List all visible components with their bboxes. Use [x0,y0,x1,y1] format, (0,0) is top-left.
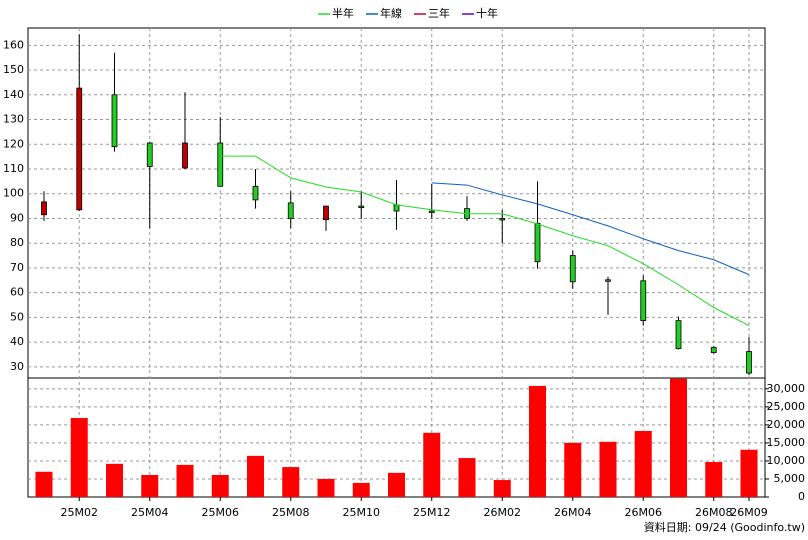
volume-bar [705,462,723,497]
footer: 資料日期: 09/24 (Goodinfo.tw) [644,520,805,534]
candle-body [534,223,541,263]
y2-tick-label: 0 [798,490,805,503]
volume-bar [388,472,405,497]
y-tick-label: 70 [10,261,24,274]
volume-bar [106,463,123,497]
x-tick-label: 26M02 [484,506,522,519]
volume-bar [599,441,617,497]
plot-frame [27,27,766,498]
x-tick-label: 25M04 [131,506,169,519]
y2-tick-label: 20,000 [767,418,806,431]
volume-bar [211,475,229,497]
candle-body [746,351,752,374]
x-tick-label: 25M08 [272,506,310,519]
y-tick-label: 100 [3,187,24,200]
volume-bar [247,455,264,497]
x-tick-label: 26M09 [730,506,768,519]
candle-body [710,347,717,353]
candle-body [323,205,329,221]
volume-bar [35,471,53,497]
x-tick-label: 26M08 [695,506,733,519]
candle-body [252,185,259,201]
volume-bar [670,378,687,497]
candle-body [287,202,294,219]
y-tick-label: 150 [3,63,24,76]
y-tick-label: 50 [10,310,24,323]
volume-bar [740,449,758,497]
volume-bar [529,385,546,497]
y-tick-label: 30 [10,360,24,373]
y2-tick-label: 25,000 [767,400,806,413]
legend-label: 年線 [380,6,402,20]
candle-body [146,142,153,167]
volume-bar [141,475,159,497]
x-tick-label: 25M10 [343,506,381,519]
candle-body [428,210,435,213]
y-tick-label: 110 [3,162,24,175]
candle-body [640,280,647,322]
volume-bar [458,458,476,497]
y2-tick-label: 30,000 [767,382,806,395]
candle-body [76,87,83,211]
legend-label: 半年 [332,6,354,20]
y-tick-label: 40 [10,335,24,348]
volume-bar [352,482,370,497]
volume-bar [282,467,300,497]
x-tick-label: 25M06 [202,506,240,519]
x-tick-label: 25M02 [61,506,99,519]
candle-body [499,218,506,221]
volume-bar [564,442,582,497]
y2-tick-label: 15,000 [767,436,806,449]
y-tick-label: 80 [10,236,24,249]
legend-label: 三年 [428,6,450,20]
candle-body [41,201,47,216]
x-tick-label: 26M06 [625,506,663,519]
candle-body [358,205,365,208]
y-tick-label: 90 [10,211,24,224]
candle-body [605,279,611,282]
y2-tick-label: 10,000 [767,454,806,467]
volume-bar [70,418,88,497]
candle-body [217,142,224,187]
y-tick-label: 120 [3,137,24,150]
legend-label: 十年 [476,6,498,20]
candle-body [182,142,188,169]
y-tick-label: 160 [3,38,24,51]
candle-body [569,255,576,283]
y-tick-label: 130 [3,113,24,126]
candle-body [675,320,682,349]
volume-bar [423,432,441,497]
x-tick-label: 25M12 [413,506,451,519]
candle-body [393,204,400,212]
volume-bar [176,464,194,497]
ma-line [431,182,750,276]
volume-bar [634,431,652,497]
ma-line [220,155,750,327]
y-tick-label: 140 [3,88,24,101]
candle-body [111,94,118,148]
x-tick-label: 26M04 [554,506,592,519]
y2-tick-label: 5,000 [774,472,806,485]
volume-bar [317,478,335,497]
y-tick-label: 60 [10,286,24,299]
volume-bar [493,480,511,497]
